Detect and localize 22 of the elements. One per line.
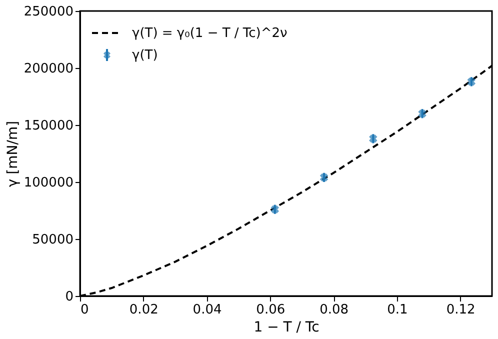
- point: [320, 173, 328, 182]
- x-tick-label: 0.1: [387, 302, 408, 318]
- y-tick-label: 50000: [32, 232, 74, 248]
- y-tick-label: 0: [65, 290, 74, 304]
- point: [369, 134, 378, 143]
- x-tick-label: 0.12: [446, 302, 476, 318]
- y-tick-label: 100000: [24, 176, 74, 190]
- point: [467, 78, 476, 86]
- x-tick-label: 0.02: [129, 302, 158, 318]
- x-tick-label: 0.04: [192, 302, 222, 318]
- y-tick-label: 250000: [24, 4, 74, 20]
- point: [270, 205, 280, 214]
- point: [418, 109, 426, 118]
- y-tick-label: 200000: [24, 62, 74, 76]
- legend-label: γ(T): [132, 48, 158, 63]
- y-axis-title: γ [mN/m]: [4, 120, 21, 188]
- legend-label: γ(T) = γ₀(1 − T / Tc)^2ν: [132, 26, 288, 41]
- x-axis-title: 1 − T / Tc: [254, 320, 320, 336]
- x-tick-label: 0.08: [320, 302, 349, 318]
- y-tick-label: 150000: [24, 118, 74, 134]
- x-tick-label: 0: [80, 302, 89, 318]
- x-tick-label: 0.06: [256, 302, 286, 318]
